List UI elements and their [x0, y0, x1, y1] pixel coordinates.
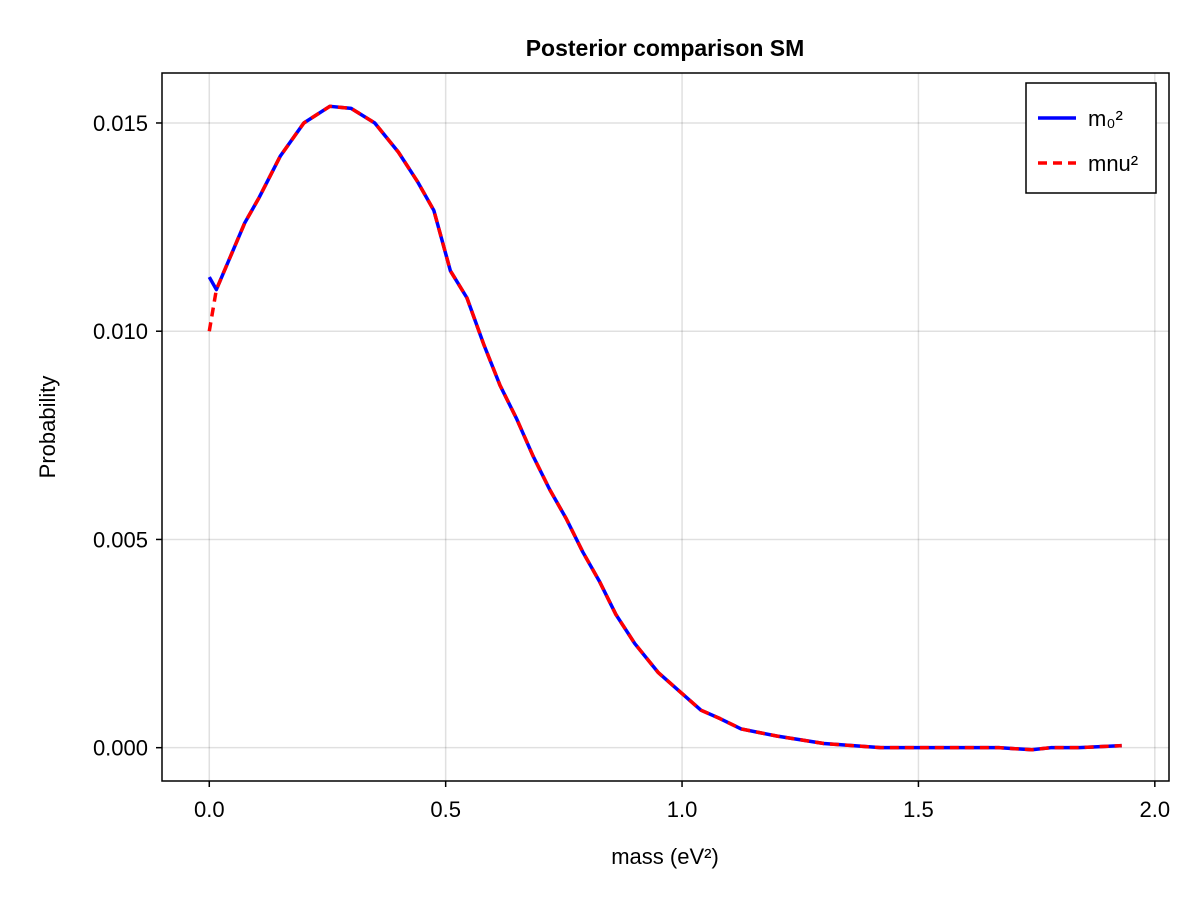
- x-tick-label: 2.0: [1140, 797, 1171, 822]
- plot-frame: [161, 72, 1170, 782]
- series-lines: [207, 104, 1122, 752]
- x-tick-label: 1.5: [903, 797, 934, 822]
- legend-box: [1025, 82, 1157, 194]
- x-axis-label: mass (eV²): [611, 844, 719, 869]
- x-tick-label: 0.5: [430, 797, 461, 822]
- legend-label-mnu: mnu²: [1088, 151, 1138, 176]
- legend: m₀² mnu²: [1025, 82, 1157, 194]
- y-tick-label: 0.010: [93, 319, 148, 344]
- x-tick-label: 0.0: [194, 797, 225, 822]
- series-line-m0: [207, 104, 1122, 752]
- gridlines: [162, 73, 1169, 781]
- axis-ticks: 0.0 0.5 1.0 1.5 2.0 0.000 0.005 0.010 0.015: [93, 111, 1170, 822]
- x-tick-label: 1.0: [667, 797, 698, 822]
- legend-label-m0: m₀²: [1088, 106, 1123, 131]
- chart-title: Posterior comparison SM: [526, 35, 805, 61]
- y-tick-label: 0.000: [93, 736, 148, 761]
- y-axis-label: Probability: [35, 376, 60, 479]
- y-tick-label: 0.015: [93, 111, 148, 136]
- series-line-mnu: [207, 104, 1122, 752]
- y-tick-label: 0.005: [93, 527, 148, 552]
